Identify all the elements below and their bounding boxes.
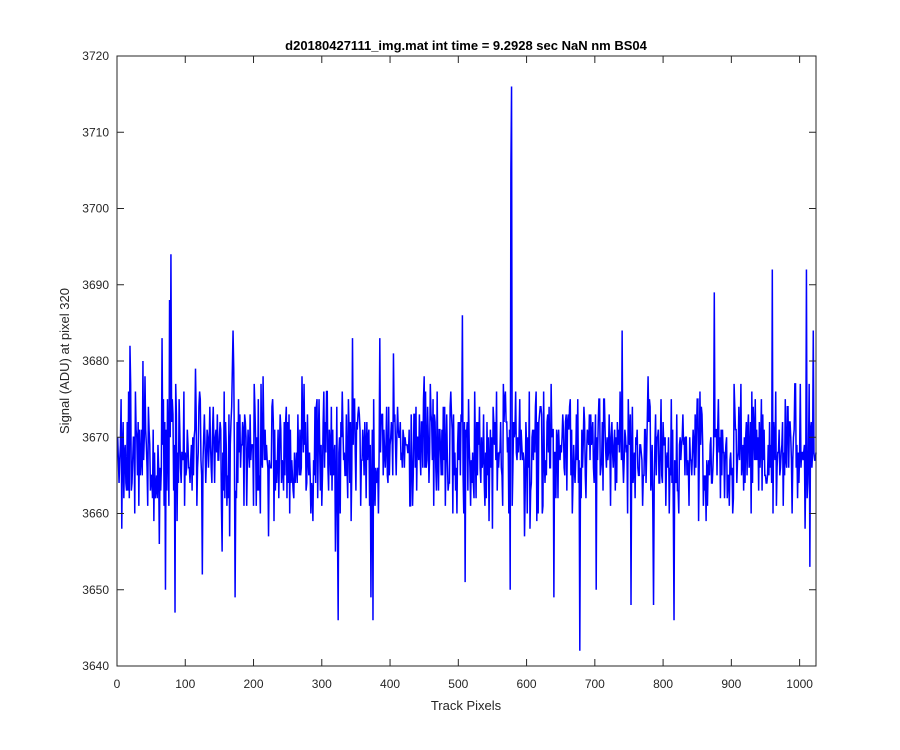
y-tick-label: 3660 (82, 507, 109, 521)
series-layer (116, 86, 817, 651)
x-tick-label: 500 (448, 677, 468, 691)
y-tick-label: 3680 (82, 354, 109, 368)
x-tick-label: 700 (585, 677, 605, 691)
x-axis-label: Track Pixels (431, 698, 502, 713)
y-tick-label: 3670 (82, 430, 109, 444)
x-tick-label: 300 (312, 677, 332, 691)
x-tick-label: 200 (244, 677, 264, 691)
y-tick-label: 3720 (82, 49, 109, 63)
x-tick-label: 900 (721, 677, 741, 691)
axes-box (116, 55, 817, 667)
signal-series-line (116, 86, 817, 651)
x-tick-label: 400 (380, 677, 400, 691)
y-axis-label: Signal (ADU) at pixel 320 (57, 288, 72, 434)
y-tick-label: 3640 (82, 659, 109, 673)
labels-layer: 0 100 200 300 400 500 600 700 800 900 1000 3640 3650… (82, 49, 813, 691)
y-tick-label: 3650 (82, 583, 109, 597)
y-tick-label: 3710 (82, 125, 109, 139)
axes-background (117, 56, 816, 666)
y-tick-label: 3690 (82, 278, 109, 292)
chart-title: d20180427111_img.mat int time = 9.2928 s… (285, 38, 647, 53)
x-tick-label: 0 (114, 677, 121, 691)
x-tick-label: 800 (653, 677, 673, 691)
x-tick-label: 1000 (786, 677, 813, 691)
x-tick-label: 600 (517, 677, 537, 691)
x-tick-label: 100 (175, 677, 195, 691)
y-tick-label: 3700 (82, 202, 109, 216)
